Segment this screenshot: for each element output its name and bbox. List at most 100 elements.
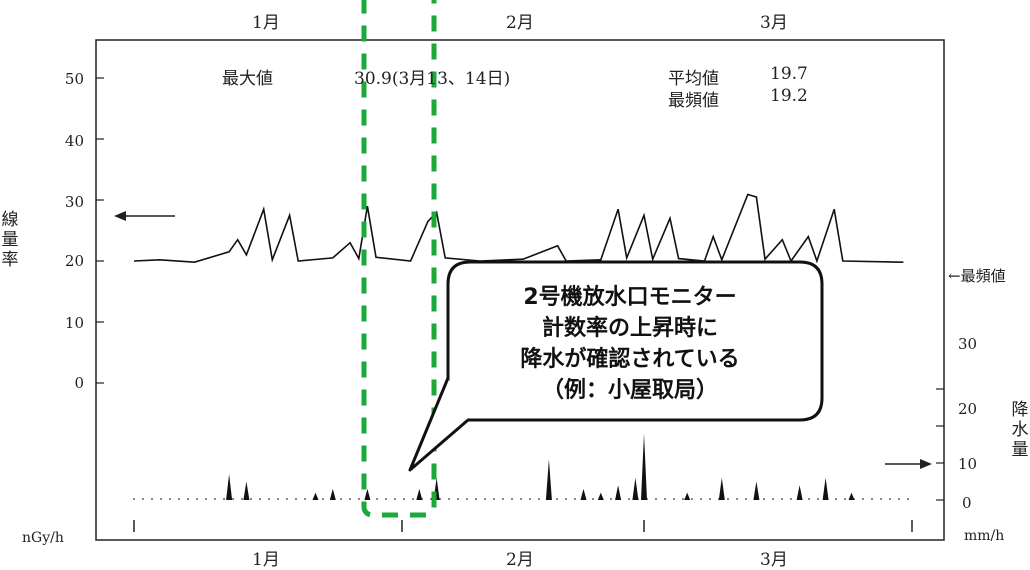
precip-baseline-dot (178, 498, 180, 500)
precip-baseline-dot (295, 498, 297, 500)
precip-tick-20: 20 (958, 400, 978, 418)
precip-baseline-dot (745, 498, 747, 500)
dose-axis-label-char-3: 率 (1, 250, 19, 270)
precip-baseline-dot (241, 498, 243, 500)
precip-spike (753, 481, 760, 500)
precip-axis-label: 降 水 量 (1010, 400, 1030, 460)
precip-spike (597, 492, 604, 500)
precip-baseline-dot (304, 498, 306, 500)
precip-baseline-dot (628, 498, 630, 500)
precip-baseline-dot (340, 498, 342, 500)
precip-baseline-dot (133, 498, 135, 500)
precip-spike (615, 485, 622, 500)
precip-baseline-dot (187, 498, 189, 500)
dose-tick-10: 10 (64, 314, 84, 332)
precip-baseline-dot (682, 498, 684, 500)
dose-rate-line (133, 193, 904, 264)
precip-baseline-dot (214, 498, 216, 500)
precip-baseline-dot (223, 498, 225, 500)
dose-axis-ticks (96, 77, 104, 384)
callout-text: 2号機放水口モニター 計数率の上昇時に 降水が確認されている （例：小屋取局） (440, 282, 820, 406)
dose-axis-arrowhead (114, 211, 126, 221)
dose-tick-40: 40 (64, 132, 84, 150)
precip-baseline-dot (160, 498, 162, 500)
precip-baseline-dot (808, 498, 810, 500)
precip-spike (243, 481, 250, 500)
mode-label: 最頻値 (668, 91, 719, 111)
mode-marker: ←最頻値 (948, 267, 1006, 285)
precip-baseline-dot (475, 498, 477, 500)
precip-baseline-dot (520, 498, 522, 500)
mean-value: 19.7 (770, 64, 808, 84)
precip-baseline-dot (250, 498, 252, 500)
precip-baseline-dot (394, 498, 396, 500)
precip-baseline-dot (142, 498, 144, 500)
precip-baseline-dot (376, 498, 378, 500)
precip-axis-label-char-2: 水 (1011, 420, 1029, 440)
dose-tick-30: 30 (64, 193, 84, 211)
precip-spike (329, 488, 336, 500)
precip-baseline-dot (736, 498, 738, 500)
precip-spike (684, 492, 691, 500)
callout-line-2: 計数率の上昇時に (541, 316, 718, 341)
precip-baseline-dot (358, 498, 360, 500)
precip-axis-label-char-1: 降 (1011, 400, 1029, 420)
precip-baseline-dot (322, 498, 324, 500)
precip-baseline-dot (457, 498, 459, 500)
dose-axis-label-char-1: 線 (1, 210, 19, 230)
max-value: 30.9(3月13、14日) (354, 69, 511, 89)
highlight-band (361, 0, 437, 518)
precip-axis-label-char-3: 量 (1011, 440, 1029, 460)
precip-baseline-dot (412, 498, 414, 500)
month-bottom-1: 1月 (252, 550, 280, 570)
dose-tick-20: 20 (64, 252, 84, 270)
precip-baseline-dot (439, 498, 441, 500)
precip-baseline-dot (268, 498, 270, 500)
callout-line-3: 降水が確認されている (520, 347, 740, 372)
month-top-2: 2月 (506, 13, 534, 33)
month-bottom-2: 2月 (506, 550, 534, 570)
precip-baseline-dot (232, 498, 234, 500)
month-top-3: 3月 (760, 13, 788, 33)
precip-unit: mm/h (964, 528, 1005, 544)
precip-baseline-dot (835, 498, 837, 500)
precip-baseline-dot (727, 498, 729, 500)
month-ticks (133, 520, 913, 532)
precip-baseline-dot (169, 498, 171, 500)
precip-spike (580, 488, 587, 500)
precip-baseline-dot (790, 498, 792, 500)
callout-bubble (446, 260, 824, 422)
dose-axis-label: 線 量 率 (0, 210, 20, 270)
dose-axis-label-char-2: 量 (1, 230, 19, 250)
precip-baseline-dot (502, 498, 504, 500)
callout-line-4: （例：小屋取局） (541, 378, 718, 403)
callout-pointer (408, 377, 469, 472)
mean-label: 平均値 (668, 69, 719, 89)
dose-tick-50: 50 (64, 70, 84, 88)
callout-line-1: 2号機放水口モニター (523, 285, 737, 310)
precip-baseline-dot (709, 498, 711, 500)
precip-spike (226, 474, 233, 500)
precip-baseline-dot (664, 498, 666, 500)
month-bottom-3: 3月 (760, 550, 788, 570)
precip-baseline-dot (205, 498, 207, 500)
precip-baseline-dot (871, 498, 873, 500)
precip-baseline-dot (655, 498, 657, 500)
precip-baseline-dot (286, 498, 288, 500)
precip-spike (545, 459, 552, 500)
precip-axis-ticks (936, 388, 944, 501)
precip-baseline-dot (889, 498, 891, 500)
dose-unit: nGy/h (22, 530, 64, 546)
precip-axis-arrowhead (920, 459, 932, 469)
precip-tick-10: 10 (958, 455, 978, 473)
precip-spike (796, 485, 803, 500)
precip-baseline-dot (511, 498, 513, 500)
precip-baseline-dot (430, 498, 432, 500)
precip-baseline-dot (448, 498, 450, 500)
mode-value: 19.2 (770, 86, 808, 106)
precip-baseline-dot (844, 498, 846, 500)
precip-baseline-dot (907, 498, 909, 500)
precip-baseline-dot (898, 498, 900, 500)
precip-baseline-dot (259, 498, 261, 500)
